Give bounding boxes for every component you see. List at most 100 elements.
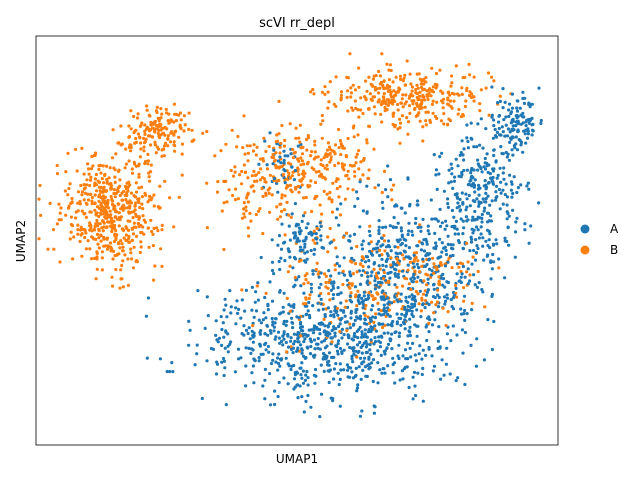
data-point-a <box>503 236 507 240</box>
data-point-a <box>508 140 512 144</box>
data-point-b <box>267 144 271 149</box>
data-point-b <box>417 270 422 274</box>
data-point-b <box>69 201 73 205</box>
data-point-a <box>411 280 415 284</box>
data-point-b <box>108 209 112 213</box>
data-point-b <box>336 177 340 181</box>
data-point-a <box>489 260 493 264</box>
data-point-a <box>168 370 172 374</box>
data-point-a <box>273 337 277 341</box>
data-point-b <box>95 255 99 259</box>
data-point-a <box>454 219 458 223</box>
data-point-a <box>489 176 493 180</box>
data-point-b <box>386 89 390 93</box>
data-point-a <box>460 139 464 143</box>
data-point-a <box>278 267 282 272</box>
data-point-a <box>426 288 430 292</box>
data-point-b <box>429 94 433 98</box>
data-point-b <box>280 193 284 197</box>
data-point-a <box>299 343 303 347</box>
data-point-b <box>333 152 337 156</box>
data-point-a <box>305 369 309 374</box>
data-point-a <box>415 244 419 248</box>
data-point-b <box>420 264 424 268</box>
data-point-b <box>380 253 384 257</box>
data-point-a <box>386 342 391 346</box>
data-point-b <box>416 292 420 296</box>
data-point-a <box>386 306 390 310</box>
data-point-a <box>304 235 308 239</box>
data-point-b <box>418 107 422 111</box>
data-point-a <box>425 301 429 305</box>
data-point-a <box>389 249 393 253</box>
data-point-a <box>366 293 370 297</box>
data-point-b <box>468 73 472 77</box>
data-point-b <box>383 109 387 113</box>
data-point-a <box>306 383 310 387</box>
data-point-b <box>328 160 332 164</box>
data-point-b <box>444 323 448 328</box>
data-point-b <box>86 239 90 243</box>
data-point-b <box>313 143 317 147</box>
data-point-b <box>288 264 292 268</box>
data-point-b <box>93 181 97 185</box>
data-point-a <box>386 364 390 368</box>
data-point-a <box>523 228 527 232</box>
data-point-a <box>440 241 444 245</box>
data-point-b <box>242 212 246 216</box>
data-point-a <box>146 296 150 300</box>
data-point-b <box>420 85 424 89</box>
data-point-b <box>172 132 176 136</box>
data-point-b <box>78 202 82 206</box>
data-point-a <box>465 136 469 140</box>
data-point-a <box>510 106 515 110</box>
data-point-b <box>336 161 340 165</box>
data-point-a <box>420 372 424 377</box>
data-point-a <box>468 179 472 183</box>
data-point-a <box>424 325 428 329</box>
data-point-b <box>362 156 366 161</box>
data-point-b <box>380 52 384 56</box>
data-point-b <box>303 171 307 175</box>
data-point-b <box>303 302 308 306</box>
data-point-b <box>302 282 306 286</box>
data-point-a <box>416 225 420 230</box>
data-point-b <box>147 127 151 131</box>
data-point-a <box>382 331 386 335</box>
data-point-b <box>80 146 84 150</box>
data-point-a <box>377 225 381 229</box>
data-point-b <box>130 238 134 242</box>
data-point-a <box>410 302 414 306</box>
data-point-a <box>289 347 294 351</box>
data-point-b <box>416 259 420 263</box>
data-point-b <box>96 179 100 183</box>
data-point-a <box>431 295 436 299</box>
data-point-b <box>96 242 100 246</box>
data-point-a <box>330 336 334 340</box>
data-point-b <box>311 238 315 242</box>
data-point-a <box>421 348 425 352</box>
data-point-b <box>120 205 124 209</box>
data-point-a <box>341 309 346 313</box>
data-point-a <box>259 321 263 325</box>
data-point-a <box>438 237 442 241</box>
data-point-a <box>251 340 255 344</box>
data-point-a <box>373 316 378 320</box>
data-point-a <box>419 229 423 233</box>
data-point-b <box>94 172 98 177</box>
data-point-a <box>458 197 462 201</box>
data-point-b <box>333 143 338 147</box>
data-point-a <box>446 202 450 206</box>
data-point-a <box>363 365 367 369</box>
data-point-b <box>132 221 136 225</box>
data-point-a <box>455 262 459 266</box>
data-point-b <box>136 132 140 136</box>
data-point-b <box>414 255 418 260</box>
data-point-b <box>358 262 363 266</box>
data-point-b <box>345 75 349 79</box>
data-point-b <box>325 163 329 167</box>
data-point-a <box>270 260 275 264</box>
data-point-b <box>253 173 257 178</box>
data-point-a <box>408 202 412 207</box>
data-point-a <box>507 114 511 118</box>
